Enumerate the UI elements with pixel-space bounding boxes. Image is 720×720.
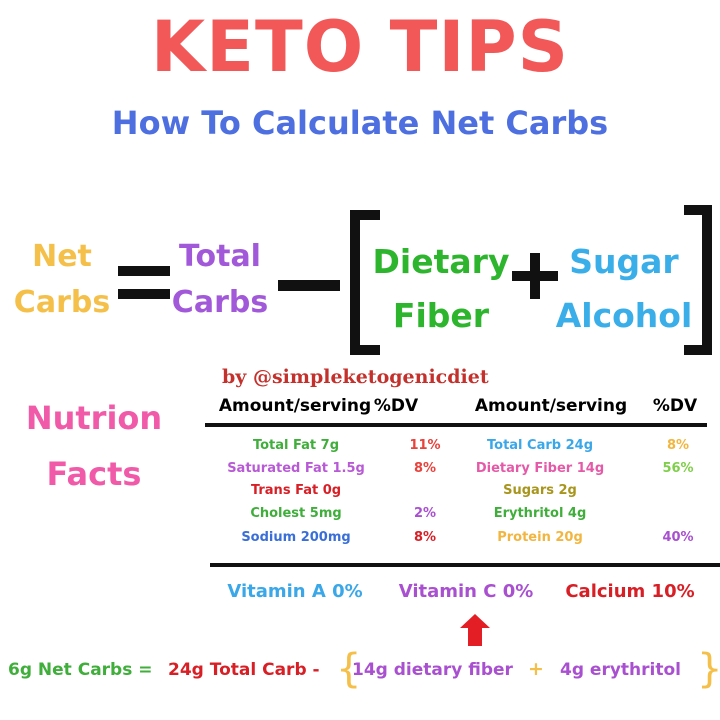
row-name: Saturated Fat 1.5g <box>227 461 365 476</box>
dietary-fiber: Dietary Fiber <box>373 235 510 343</box>
bracket <box>702 205 712 355</box>
vitamin: Calcium 10% <box>565 581 695 602</box>
equals-sign <box>118 266 170 276</box>
row-name: Total Carb 24g <box>487 438 593 453</box>
brace: { <box>336 646 362 692</box>
row-name: Sugars 2g <box>503 483 577 498</box>
formula-word: Dietary <box>372 242 510 281</box>
row-name: Dietary Fiber 14g <box>475 461 605 476</box>
row-name: Trans Fat 0g <box>250 483 342 498</box>
formula-word: Alcohol <box>555 296 693 335</box>
minus-sign <box>278 280 340 291</box>
net-carbs: Net Carbs <box>14 234 110 326</box>
arrow <box>460 614 490 646</box>
formula-word: Carbs <box>13 285 111 320</box>
vitamin: Vitamin A 0% <box>227 581 363 602</box>
bracket <box>684 205 712 215</box>
example-erythritol: 4g erythritol <box>560 660 681 680</box>
formula-word: Net <box>32 239 92 274</box>
divider <box>205 423 707 427</box>
vitamin: Vitamin C 0% <box>398 581 534 602</box>
bracket <box>350 210 360 355</box>
sugar-alcohol: Sugar Alcohol <box>556 235 693 343</box>
credit: by @simpleketogenicdiet <box>222 366 489 388</box>
nutrition-label: Nutrion Facts <box>26 390 162 502</box>
row-dv: 40% <box>662 530 694 545</box>
total-carbs: Total Carbs <box>172 234 268 326</box>
plus-sign <box>530 253 540 299</box>
row-dv: 11% <box>409 438 441 453</box>
example-total: 24g Total Carb - <box>168 660 320 680</box>
bracket <box>350 210 380 220</box>
column-header: Amount/serving <box>474 396 628 416</box>
row-name: Sodium 200mg <box>241 530 351 545</box>
title: KETO TIPS <box>150 6 570 88</box>
row-dv: 2% <box>413 506 437 521</box>
column-header: Amount/serving <box>218 396 372 416</box>
label-word: Facts <box>46 455 142 493</box>
example-plus: + <box>528 658 544 680</box>
row-dv: 56% <box>662 461 694 476</box>
example-fiber: 14g dietary fiber <box>352 660 513 680</box>
bracket <box>350 345 380 355</box>
divider <box>210 563 720 567</box>
row-dv: 8% <box>413 461 437 476</box>
column-header: %DV <box>373 396 419 416</box>
bracket <box>684 345 712 355</box>
row-name: Cholest 5mg <box>250 506 342 521</box>
brace: } <box>697 646 720 692</box>
example-net: 6g Net Carbs = <box>8 660 153 680</box>
row-dv: 8% <box>666 438 690 453</box>
column-header: %DV <box>652 396 698 416</box>
row-dv: 8% <box>413 530 437 545</box>
formula-word: Fiber <box>392 296 490 335</box>
row-name: Protein 20g <box>497 530 583 545</box>
label-word: Nutrion <box>25 399 163 437</box>
formula-word: Carbs <box>171 285 269 320</box>
row-name: Erythritol 4g <box>493 506 587 521</box>
equals-sign <box>118 289 170 299</box>
subtitle: How To Calculate Net Carbs <box>111 104 609 142</box>
formula-word: Total <box>179 239 261 274</box>
row-name: Total Fat 7g <box>252 438 340 453</box>
formula-word: Sugar <box>569 242 679 281</box>
